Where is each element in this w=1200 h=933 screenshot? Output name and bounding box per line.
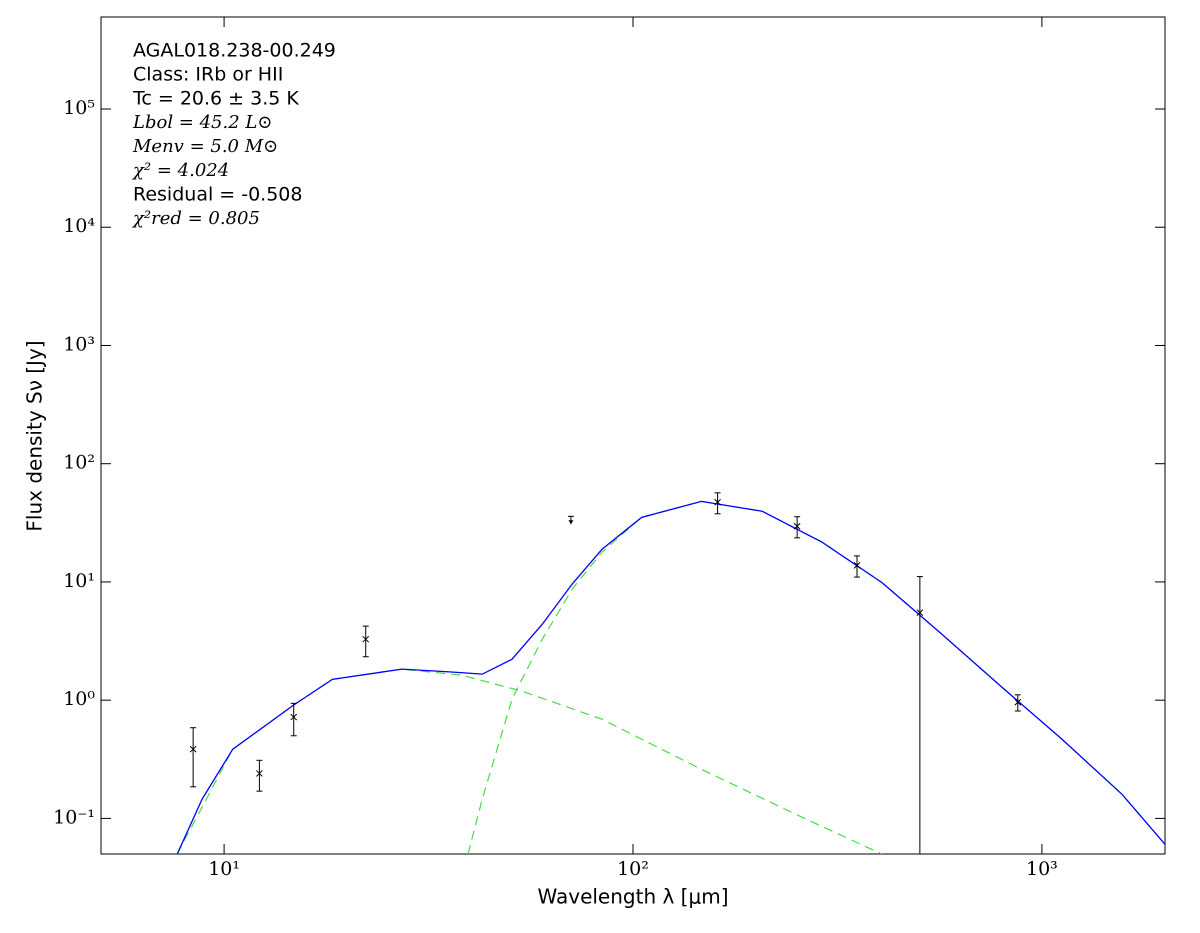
y-tick-label: 10² (63, 452, 95, 474)
data-point (362, 635, 370, 643)
annotation: χ² = 4.024 (131, 160, 229, 181)
data-point (256, 770, 263, 777)
annotation: Lbol = 45.2 L⊙ (132, 112, 272, 133)
data-point (793, 522, 801, 530)
annotation: Class: IRb or HII (133, 64, 283, 86)
annotation: χ²red = 0.805 (131, 208, 260, 229)
y-tick-label: 10⁴ (63, 215, 95, 237)
y-tick-label: 10⁰ (63, 688, 95, 710)
x-tick-label: 10³ (1026, 858, 1058, 880)
y-tick-label: 10⁻¹ (53, 806, 95, 828)
y-tick-label: 10³ (63, 333, 95, 355)
data-point (290, 713, 298, 721)
data-point (916, 609, 924, 616)
data-point (189, 745, 197, 753)
x-tick-label: 10¹ (208, 858, 240, 880)
y-tick-label: 10¹ (63, 570, 95, 592)
annotation: Tc = 20.6 ± 3.5 K (132, 88, 299, 110)
annotation: Residual = -0.508 (133, 184, 303, 206)
upper-limit-arrow (568, 520, 574, 525)
x-tick-label: 10² (617, 858, 649, 880)
x-axis-label: Wavelength λ [μm] (537, 885, 728, 909)
data-point (1014, 698, 1022, 706)
annotation: AGAL018.238-00.249 (133, 40, 336, 62)
y-tick-label: 10⁵ (63, 97, 95, 119)
annotation: Menv = 5.0 M⊙ (132, 136, 278, 157)
data-point (853, 562, 861, 569)
data-point (714, 498, 721, 506)
plot-area (176, 492, 1165, 854)
model-curve (176, 500, 1165, 854)
y-axis-label: Flux density Sν [Jy] (23, 340, 47, 531)
